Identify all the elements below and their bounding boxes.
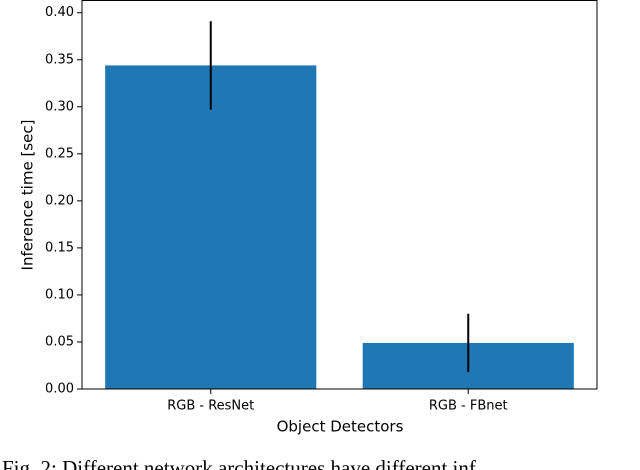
y-tick-label: 0.15: [45, 240, 74, 255]
y-tick-label: 0.30: [45, 99, 74, 114]
y-tick-label: 0.35: [45, 52, 74, 67]
y-tick-label: 0.20: [45, 193, 74, 208]
y-tick-label: 0.05: [45, 334, 74, 349]
y-axis-label: Inference time [sec]: [19, 120, 37, 271]
caption: Fig. 2: Different network architectures …: [2, 456, 476, 470]
y-tick-label: 0.10: [45, 287, 74, 302]
y-tick-label: 0.25: [45, 146, 74, 161]
bar: [105, 65, 317, 390]
axes-frame: [81, 0, 598, 390]
x-tick-label: RGB - ResNet: [167, 399, 254, 414]
y-tick-label: 0.00: [45, 382, 74, 397]
x-tick-label: RGB - FBnet: [429, 399, 508, 414]
x-axis-label: Object Detectors: [277, 418, 404, 436]
y-tick-label: 0.40: [45, 5, 74, 20]
